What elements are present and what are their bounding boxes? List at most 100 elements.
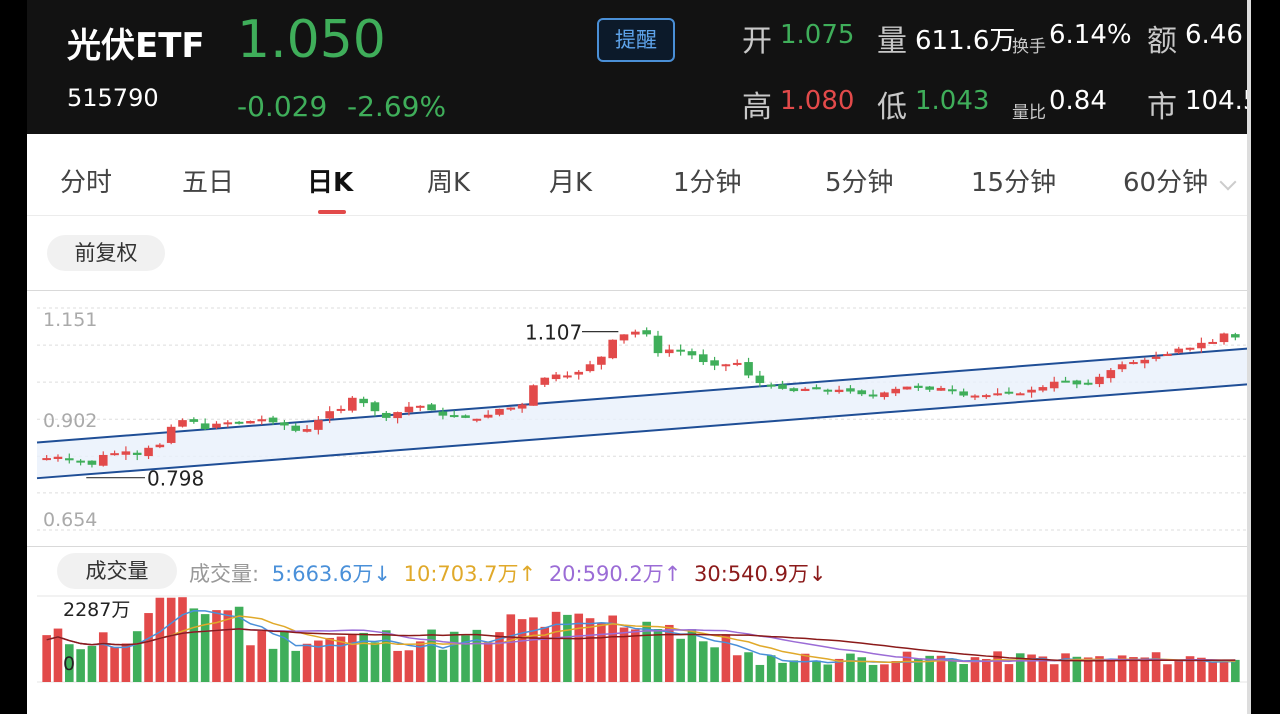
candle-body: [1095, 376, 1104, 385]
volume-bar: [936, 655, 946, 682]
volume-chart[interactable]: 2287万 0: [27, 590, 1247, 690]
tab-monthly-k[interactable]: 月K: [549, 168, 593, 198]
candle-body: [1197, 342, 1206, 349]
volume-bar: [959, 664, 968, 682]
chart-top-divider: [27, 290, 1247, 291]
volume-bar: [687, 629, 697, 682]
security-name: 光伏ETF: [67, 26, 205, 66]
volume-bar: [98, 632, 108, 682]
volume-bar: [1197, 657, 1206, 682]
volume-bar: [812, 660, 821, 682]
volume-min-label: 0: [63, 653, 75, 675]
tab-60min[interactable]: 60分钟: [1123, 168, 1209, 198]
candle-body: [223, 422, 233, 425]
channel-lower-line: [36, 383, 1247, 480]
candle-body: [336, 408, 346, 411]
candle-body: [902, 386, 912, 390]
candle-body: [766, 384, 776, 387]
volume-bar: [1129, 657, 1138, 682]
candle-body: [608, 339, 617, 359]
open-value: 1.075: [780, 20, 855, 50]
volume-bar: [87, 646, 97, 682]
candle-body: [574, 371, 584, 375]
candle-body: [948, 389, 957, 392]
volume-indicator-selector[interactable]: 成交量: [57, 553, 177, 589]
candle-body: [427, 404, 436, 411]
candle-body: [880, 392, 889, 398]
candle-body: [1027, 389, 1036, 393]
adjust-selector[interactable]: 前复权: [47, 235, 165, 271]
volume-bar: [427, 629, 436, 682]
volume-bar: [721, 634, 731, 682]
candle-body: [291, 425, 301, 431]
candle-body: [98, 454, 108, 466]
tab-15min[interactable]: 15分钟: [971, 168, 1057, 198]
min-price-label: 0.798: [147, 467, 204, 491]
chart-bottom-divider: [27, 546, 1247, 547]
candle-body: [857, 390, 867, 395]
volume-bar: [540, 626, 550, 682]
channel-upper-line: [36, 347, 1247, 444]
turnover-value: 6.14%: [1049, 20, 1132, 50]
volume-bar: [178, 597, 187, 682]
vol-ratio-label: 量比: [1012, 103, 1046, 123]
volume-bar: [766, 655, 776, 682]
volume-bar: [495, 632, 504, 682]
volume-bar: [981, 658, 991, 682]
tab-weekly-k[interactable]: 周K: [427, 168, 471, 198]
y-axis-label: 0.654: [43, 509, 97, 531]
tab-5min[interactable]: 5分钟: [825, 168, 894, 198]
candle-body: [314, 420, 323, 430]
kline-chart[interactable]: 1.151 0.902 0.654 1.107 0.798: [27, 290, 1247, 546]
volume-bar: [223, 610, 233, 682]
volume-bar: [1106, 659, 1116, 682]
candle-body: [642, 330, 651, 335]
candle-body: [404, 406, 414, 413]
volume-bar: [155, 597, 165, 682]
volume-bar: [676, 638, 685, 682]
candle-body: [1163, 354, 1172, 357]
volume-bar: [234, 606, 244, 682]
candle-body: [721, 364, 731, 367]
candle-body: [1061, 380, 1070, 383]
volume-bar: [291, 650, 301, 682]
candle-body: [698, 354, 708, 363]
volume-ma30-line: [46, 628, 1236, 662]
tab-daily-k[interactable]: 日K: [307, 168, 354, 198]
candle-body: [1231, 334, 1240, 338]
low-value: 1.043: [915, 86, 990, 116]
volume-bar: [280, 631, 289, 682]
tab-intraday[interactable]: 分时: [60, 168, 113, 198]
volume-bar: [846, 653, 855, 682]
volume-bar: [348, 635, 357, 682]
volume-bar: [529, 617, 538, 682]
candle-body: [393, 412, 402, 419]
volume-bar: [574, 613, 584, 682]
candle-body: [755, 375, 765, 384]
volume-bar: [483, 642, 493, 682]
volume-bar: [1038, 656, 1048, 682]
candle-body: [846, 388, 855, 392]
candle-body: [200, 423, 210, 430]
tab-1min[interactable]: 1分钟: [673, 168, 742, 198]
volume-bar: [53, 628, 63, 682]
volume-bar: [1219, 661, 1229, 682]
candle-body: [370, 402, 380, 412]
right-edge-strip: [1247, 0, 1280, 714]
volume-bar: [65, 644, 74, 682]
candle-body: [1129, 362, 1138, 365]
candle-body: [597, 356, 606, 365]
remind-button[interactable]: 提醒: [597, 18, 675, 62]
volume-bar: [132, 631, 142, 682]
candle-body: [517, 404, 527, 409]
candle-body: [268, 417, 278, 423]
chevron-down-icon[interactable]: [1219, 173, 1237, 191]
volume-bar: [1083, 657, 1093, 682]
candle-body: [155, 444, 165, 448]
tab-five-day[interactable]: 五日: [182, 168, 235, 198]
turnover-label: 换手: [1012, 37, 1046, 57]
candle-body: [868, 394, 878, 397]
volume-bar: [778, 662, 787, 682]
volume-bar: [551, 611, 561, 682]
candle-body: [631, 331, 640, 335]
